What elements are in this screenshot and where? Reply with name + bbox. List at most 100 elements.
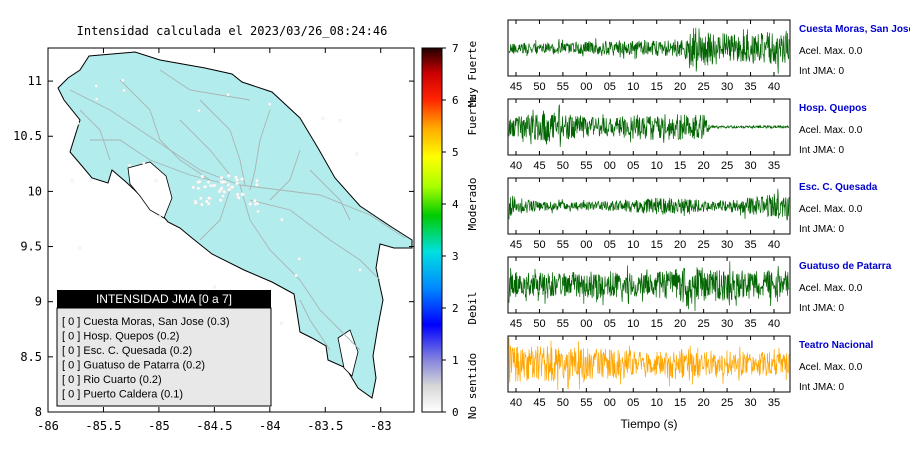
station-dot [240,192,245,197]
station-dot [338,119,342,123]
station-pga: Acel. Max. 0.0 [799,125,863,136]
waveform-tick-label: 55 [557,239,569,251]
waveform-tick-label: 15 [651,318,663,330]
waveform-tick-label: 40 [768,81,780,93]
legend-title: INTENSIDAD JMA [0 a 7] [96,292,232,306]
colorbar-tick-label: 3 [452,250,459,263]
waveform-tick-label: 55 [580,397,592,409]
station-dot [88,177,93,182]
lat-tick-label: 10.5 [13,129,42,143]
station-dot [127,163,132,167]
waveform-tick-label: 35 [768,397,780,409]
station-dot [191,185,196,190]
waveform-tick-label: 05 [627,160,639,172]
station-dot [255,182,259,187]
waveform-tick-label: 40 [510,160,522,172]
waveform-tick-label: 35 [744,81,756,93]
station-dot [157,215,162,219]
waveform-tick-label: 30 [744,397,756,409]
waveform-trace [508,188,790,221]
station-pga: Acel. Max. 0.0 [799,46,863,57]
station-jma: Int JMA: 0 [799,66,844,77]
station-dot [142,161,146,165]
road-network [69,69,406,351]
waveform-tick-label: 10 [627,239,639,251]
waveform-panel: 45 50 55 00 05 10 15 20 25 30 35 40 Esc. C. Quesada A… [507,177,878,251]
colorbar-category-label: Muy Fuerte [466,41,479,107]
lat-tick-label: 8.5 [20,350,42,364]
station-dot [294,273,298,278]
station-dot [196,186,201,191]
colorbar-category-label: No sentido [466,353,479,419]
legend-item: [ 0 ] Rio Cuarto (0.2) [62,374,162,386]
station-dot [122,88,126,93]
station-dot [248,202,252,206]
waveform-tick-label: 10 [627,81,639,93]
station-name: Teatro Nacional [799,340,873,351]
waveform-tick-label: 30 [721,318,733,330]
lat-tick-label: 9.5 [20,240,42,254]
station-dot [197,179,202,184]
waveform-tick-label: 50 [533,318,545,330]
station-dot [280,218,284,222]
waveform-tick-label: 55 [580,160,592,172]
waveform-tick-label: 20 [674,239,686,251]
station-dot [154,178,158,183]
station-name: Guatuso de Patarra [799,261,892,272]
waveform-tick-label: 40 [768,239,780,251]
station-dot [222,189,227,194]
station-dot [253,198,257,203]
station-dot [206,201,211,206]
station-dot [76,121,80,125]
station-dot [221,180,225,184]
waveform-tick-label: 30 [744,160,756,172]
waveform-tick-label: 05 [604,318,616,330]
station-name: Cuesta Moras, San Jose [799,24,910,35]
lon-tick-label: -83.5 [307,419,343,433]
station-jma: Int JMA: 0 [799,145,844,156]
waveform-tick-label: 20 [698,160,710,172]
waveform-tick-label: 35 [744,318,756,330]
station-dot [297,257,302,261]
waveform-panel: 40 45 50 55 00 05 10 15 20 25 30 35 Teatro Nacional A… [507,335,873,431]
waveform-tick-label: 50 [557,160,569,172]
station-dot [197,108,201,113]
waveform-trace [508,27,790,74]
gulf-of-nicoya [127,161,173,219]
station-dot [256,209,260,213]
waveform-tick-label: 15 [674,160,686,172]
colorbar-tick-label: 0 [452,406,459,419]
lon-tick-label: -84.5 [196,419,232,433]
colorbar-category-label: Debil [466,291,479,324]
station-dot [221,194,225,198]
colorbar: 0 1 2 3 4 5 6 7 No sentido Debil Moderado FuerteMu… [421,41,479,419]
station-dot [255,201,260,206]
colorbar-tick-label: 2 [452,302,459,315]
station-dot [235,181,239,186]
station-dot [226,173,231,178]
colorbar-tick-label: 7 [452,42,459,55]
station-name: Esc. C. Quesada [799,182,878,193]
lat-axis: 11 10.5 10 9.5 9 8.5 8 [13,74,414,419]
station-dot [198,196,203,201]
waveform-tick-label: 05 [604,239,616,251]
legend-item: [ 0 ] Puerto Caldera (0.1) [62,389,183,401]
lat-tick-label: 8 [35,405,42,419]
station-dot [226,92,230,97]
waveform-tick-label: 10 [651,397,663,409]
legend-header [57,290,271,308]
waveform-tick-label: 15 [651,239,663,251]
station-dot [121,78,125,82]
legend-items: [ 0 ] Cuesta Moras, San Jose (0.3) [ 0 ] … [62,316,230,401]
station-jma: Int JMA: 0 [799,303,844,314]
station-dot [279,321,283,326]
colorbar-tick-label: 4 [452,198,459,211]
lon-tick-label: -85 [148,419,170,433]
colorbar-ticks: 0 1 2 3 4 5 6 7 [442,42,459,419]
waveform-tick-label: 10 [651,160,663,172]
station-dot [237,196,241,200]
station-dot [200,174,205,179]
waveform-tick-label: 55 [557,318,569,330]
station-dot [212,285,217,289]
